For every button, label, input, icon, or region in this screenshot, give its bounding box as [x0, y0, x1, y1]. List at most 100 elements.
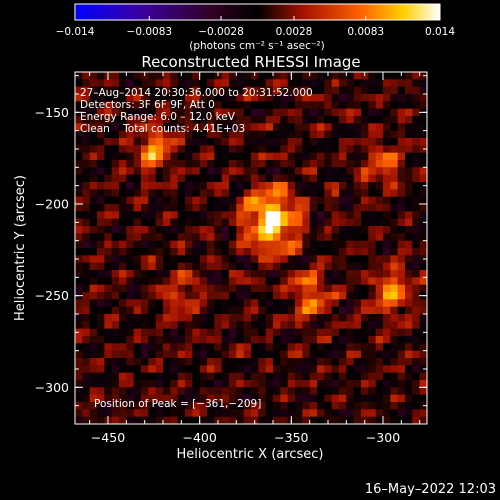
heatmap-cell: [295, 336, 303, 344]
heatmap-cell: [295, 292, 303, 300]
colorbar-tick-label: −0.0028: [198, 26, 244, 38]
heatmap-cell: [75, 189, 83, 198]
heatmap-cell: [339, 160, 347, 168]
heatmap-cell: [192, 248, 201, 256]
heatmap-cell: [280, 86, 289, 95]
heatmap-cell: [163, 292, 171, 300]
heatmap-cell: [302, 343, 311, 352]
heatmap-cell: [419, 211, 427, 220]
heatmap-cell: [104, 292, 113, 300]
heatmap-cell: [97, 314, 105, 322]
heatmap-cell: [133, 402, 142, 410]
heatmap-cell: [302, 380, 311, 388]
heatmap-cell: [170, 218, 179, 227]
heatmap-cell: [405, 152, 413, 161]
heatmap-cell: [273, 262, 281, 271]
heatmap-cell: [361, 314, 369, 322]
heatmap-cell: [141, 101, 149, 110]
heatmap-cell: [287, 343, 296, 352]
heatmap-cell: [375, 167, 384, 176]
heatmap-cell: [207, 196, 215, 205]
heatmap-cell: [75, 409, 83, 418]
heatmap-cell: [412, 372, 421, 381]
heatmap-cell: [104, 336, 113, 344]
heatmap-cell: [412, 299, 421, 308]
heatmap-cell: [339, 277, 347, 286]
heatmap-cell: [126, 314, 135, 322]
heatmap-cell: [331, 358, 340, 366]
heatmap-cell: [375, 226, 384, 234]
heatmap-cell: [361, 394, 369, 403]
heatmap-cell: [258, 321, 267, 330]
heatmap-cell: [155, 240, 164, 249]
heatmap-cell: [243, 138, 252, 146]
heatmap-cell: [119, 218, 127, 227]
heatmap-cell: [243, 189, 252, 198]
heatmap-cell: [251, 336, 259, 344]
heatmap-cell: [287, 277, 296, 286]
heatmap-cell: [185, 218, 193, 227]
heatmap-cell: [317, 262, 325, 271]
heatmap-cell: [170, 72, 179, 80]
heatmap-cell: [82, 204, 91, 212]
heatmap-cell: [97, 409, 105, 418]
heatmap-cell: [339, 240, 347, 249]
heatmap-cell: [280, 130, 289, 139]
heatmap-cell: [148, 262, 157, 271]
heatmap-cell: [339, 108, 347, 117]
heatmap-cell: [361, 299, 369, 308]
heatmap-cell: [295, 416, 303, 424]
heatmap-cell: [141, 409, 149, 418]
heatmap-cell: [89, 350, 98, 359]
heatmap-cell: [397, 365, 406, 374]
heatmap-cell: [273, 240, 281, 249]
heatmap-cell: [397, 174, 406, 183]
heatmap-cell: [163, 299, 171, 308]
heatmap-cell: [265, 314, 274, 322]
heatmap-cell: [273, 101, 281, 110]
heatmap-cell: [111, 145, 120, 154]
heatmap-cell: [148, 138, 157, 146]
heatmap-cell: [185, 306, 193, 315]
heatmap-cell: [221, 314, 230, 322]
heatmap-cell: [324, 189, 333, 198]
heatmap-cell: [251, 306, 259, 315]
heatmap-cell: [97, 196, 105, 205]
heatmap-cell: [236, 255, 245, 264]
heatmap-cell: [302, 402, 311, 410]
heatmap-cell: [75, 270, 83, 278]
heatmap-cell: [141, 123, 149, 132]
heatmap-cell: [141, 284, 149, 293]
heatmap-cell: [397, 372, 406, 381]
heatmap-cell: [273, 108, 281, 117]
heatmap-cell: [405, 138, 413, 146]
heatmap-cell: [214, 123, 223, 132]
heatmap-cell: [82, 174, 91, 183]
heatmap-cell: [214, 86, 223, 95]
heatmap-cell: [199, 306, 208, 315]
heatmap-cell: [199, 402, 208, 410]
heatmap-cell: [155, 284, 164, 293]
heatmap-cell: [111, 350, 120, 359]
heatmap-cell: [207, 79, 215, 88]
heatmap-cell: [324, 226, 333, 234]
heatmap-cell: [302, 101, 311, 110]
heatmap-cell: [390, 372, 399, 381]
heatmap-cell: [412, 130, 421, 139]
heatmap-cell: [126, 123, 135, 132]
heatmap-cell: [258, 306, 267, 315]
heatmap-cell: [295, 218, 303, 227]
heatmap-cell: [163, 145, 171, 154]
heatmap-cell: [141, 152, 149, 161]
heatmap-cell: [383, 416, 391, 424]
heatmap-cell: [89, 211, 98, 220]
heatmap-cell: [273, 336, 281, 344]
heatmap-cell: [111, 277, 120, 286]
heatmap-cell: [236, 270, 245, 278]
heatmap-cell: [185, 145, 193, 154]
heatmap-cell: [258, 365, 267, 374]
heatmap-cell: [273, 123, 281, 132]
heatmap-cell: [287, 380, 296, 388]
heatmap-cell: [126, 255, 135, 264]
heatmap-cell: [317, 299, 325, 308]
